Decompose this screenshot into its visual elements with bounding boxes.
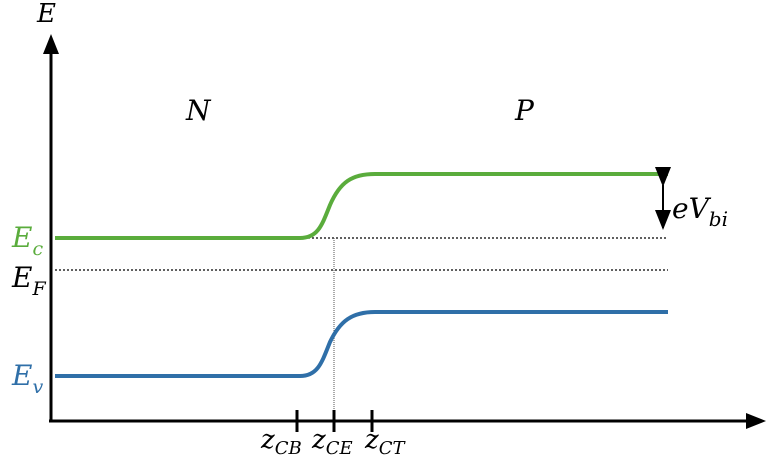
- ec-label: Ec: [11, 221, 43, 260]
- tick-label-zcb: zCB: [260, 425, 302, 456]
- ef-label: EF: [11, 261, 46, 300]
- conduction-band-curve: [55, 172, 668, 240]
- y-axis-arrowhead: [43, 34, 59, 54]
- ev-label: Ev: [11, 359, 43, 398]
- tick-label-zct: zCT: [364, 425, 406, 456]
- y-axis-label: E: [36, 0, 56, 29]
- region-n-label: N: [185, 94, 212, 127]
- built-in-potential-label: eVbi: [672, 192, 728, 231]
- x-axis-arrowhead: [746, 413, 766, 429]
- tick-label-zce: zCE: [311, 425, 353, 456]
- valence-band-curve: [55, 310, 668, 378]
- region-p-label: P: [514, 94, 535, 127]
